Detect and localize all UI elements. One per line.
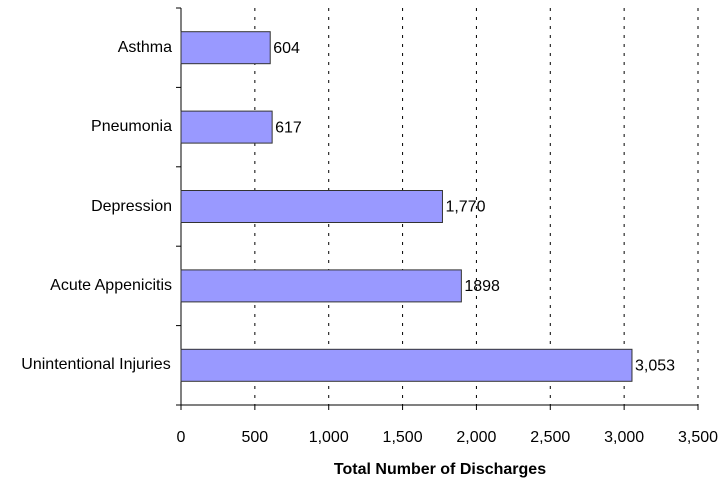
value-label: 1898 — [464, 278, 500, 295]
y-tick-label: Depression — [91, 197, 172, 215]
x-tick-label: 3,000 — [604, 429, 644, 446]
x-tick-label: 3,500 — [678, 429, 718, 446]
value-label: 1,770 — [445, 199, 485, 216]
x-tick-label: 2,000 — [456, 429, 496, 446]
value-label: 604 — [273, 40, 300, 57]
y-tick-label: Pneumonia — [91, 118, 172, 136]
x-tick-label: 1,500 — [383, 429, 423, 446]
bar — [180, 348, 633, 382]
x-tick-label: 0 — [177, 429, 186, 446]
x-axis-title: Total Number of Discharges — [334, 461, 546, 478]
value-label: 3,053 — [635, 358, 675, 375]
value-label: 617 — [275, 119, 302, 136]
bar — [180, 269, 462, 303]
y-tick-label: Unintentional Injuries — [21, 356, 171, 374]
bar — [180, 110, 273, 144]
bar — [180, 31, 271, 65]
x-tick-label: 1,000 — [309, 429, 349, 446]
y-tick-label: Acute Appenicitis — [50, 276, 172, 294]
y-tick-label: Asthma — [117, 38, 172, 56]
x-tick-label: 2,500 — [530, 429, 570, 446]
bar — [180, 190, 443, 223]
x-tick-label: 500 — [242, 429, 269, 446]
